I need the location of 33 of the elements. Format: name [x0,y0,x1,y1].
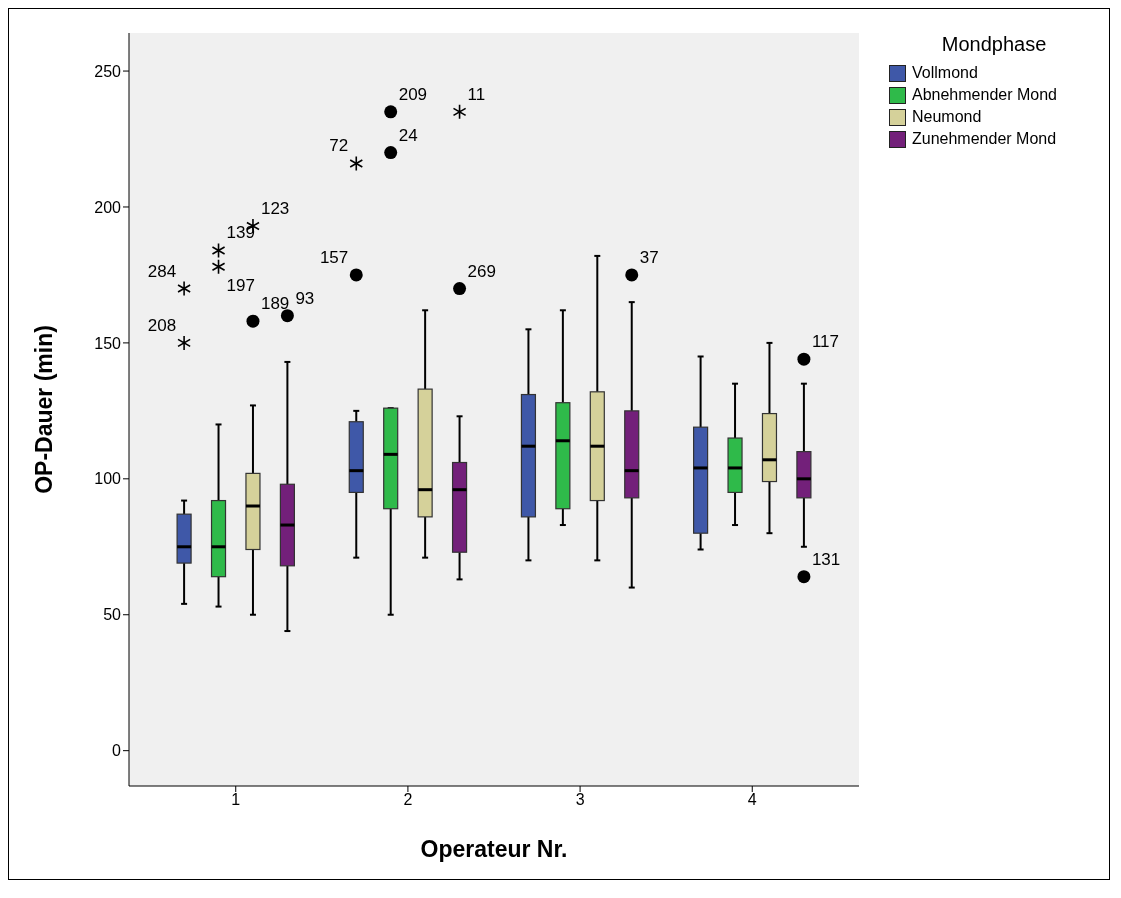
y-tick-label: 200 [94,198,122,216]
legend-label: Neumond [912,108,982,126]
y-tick-label: 250 [94,62,122,80]
legend-label: Abnehmender Mond [912,86,1057,104]
y-tick-label: 150 [94,334,122,352]
annotation: 117 [811,332,840,352]
annotation: 189 [260,294,290,314]
annotation: 284 [147,261,177,281]
annotation: 131 [811,549,841,569]
annotation: 197 [226,275,255,295]
annotation: 72 [329,136,349,156]
legend-label: Zunehmender Mond [912,130,1057,148]
annotation: 269 [467,261,496,281]
y-tick-label: 100 [94,470,122,488]
y-tick-label: 0 [112,742,122,760]
x-axis-title: Operateur Nr. [420,836,568,862]
legend-title: Mondphase [940,33,1048,56]
x-tick-label: 1 [231,791,241,809]
annotation: 11 [467,84,486,104]
annotation: 139 [226,223,255,243]
annotation: 123 [260,199,290,219]
annotation: 157 [319,247,349,267]
annotation: 24 [398,125,418,145]
y-tick-label: 50 [103,606,122,624]
x-tick-label: 4 [747,791,757,809]
annotation: 208 [147,315,177,335]
annotation: 37 [639,247,659,267]
legend-label: Vollmond [912,64,978,82]
annotation: 93 [295,288,315,308]
y-axis-title: OP-Dauer (min) [31,325,58,494]
x-tick-label: 2 [403,791,413,809]
x-tick-label: 3 [575,791,585,809]
annotation: 209 [398,84,428,104]
